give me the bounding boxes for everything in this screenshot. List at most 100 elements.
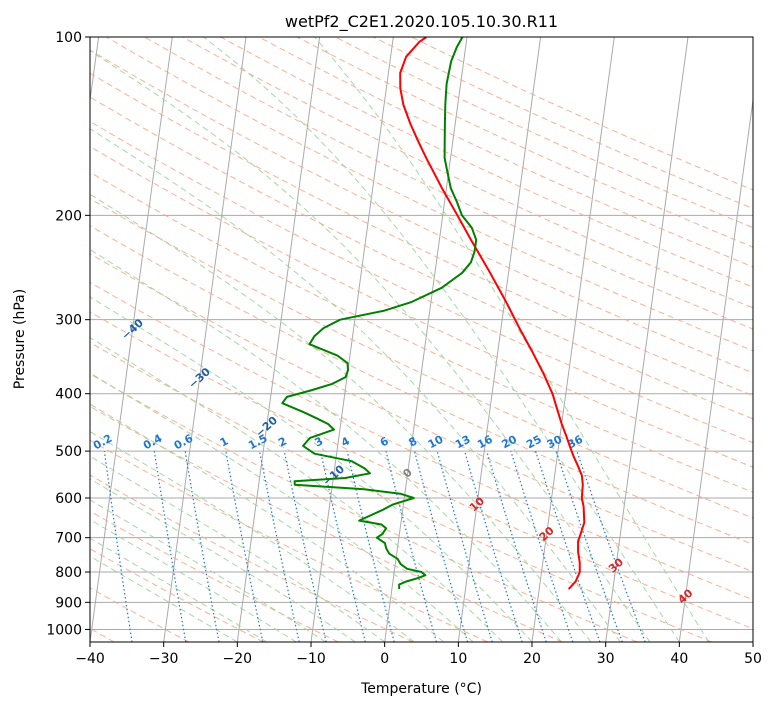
x-axis-ticks: −40 −30 −20 −10 0 10 20 30 40 50 <box>75 642 762 667</box>
y-tick-label: 1000 <box>46 622 82 638</box>
mixing-ratio-line <box>486 450 547 642</box>
isotherm-line <box>163 37 247 642</box>
mixing-ratio-line <box>225 450 264 642</box>
x-tick-label: −10 <box>296 651 326 667</box>
y-tick-label: 100 <box>55 30 82 46</box>
x-tick-label: 50 <box>744 651 762 667</box>
y-tick-label: 800 <box>55 565 82 581</box>
mixing-ratio-lines <box>103 450 646 642</box>
dry-adiabat-lines <box>90 37 753 642</box>
dry-adiabat-label: −50 <box>52 267 79 293</box>
mixing-ratio-line <box>385 450 437 642</box>
x-tick-label: 10 <box>449 651 467 667</box>
dry-adiabat-line <box>258 37 753 268</box>
moist-adiabat-line <box>90 455 385 642</box>
dry-adiabat-line <box>182 37 753 309</box>
mixing-ratio-line <box>535 450 601 642</box>
moist-adiabat-line <box>90 537 268 642</box>
dry-adiabat-line <box>90 145 753 468</box>
dry-adiabat-line <box>90 171 753 493</box>
mixing-ratio-labels: 0.1 0.2 0.4 0.6 1 1.5 2 3 4 6 8 10 13 16 20 25 30 36 <box>91 432 585 453</box>
mixing-ratio-line <box>510 450 574 642</box>
isotherm-line <box>90 37 173 642</box>
y-tick-label: 700 <box>55 531 82 547</box>
dry-adiabat-line <box>90 281 753 601</box>
dry-adiabat-line <box>90 120 753 444</box>
moist-adiabat-lines <box>90 37 710 642</box>
dry-adiabat-line <box>90 96 753 420</box>
mixing-ratio-label: 2 <box>276 434 289 449</box>
x-tick-label: −20 <box>223 651 253 667</box>
mixing-ratio-label: 4 <box>339 434 352 449</box>
mixing-ratio-line <box>576 450 646 642</box>
moist-adiabat-line <box>90 372 474 642</box>
mixing-ratio-label: 16 <box>475 433 495 452</box>
mixing-ratio-label: 20 <box>499 433 519 452</box>
dry-adiabat-line <box>90 253 753 573</box>
isobar-grid <box>90 37 753 630</box>
mixing-ratio-line <box>283 450 327 642</box>
y-tick-label: 200 <box>55 208 82 224</box>
moist-adiabat-line <box>90 403 444 642</box>
mixing-ratio-line <box>153 451 187 642</box>
dry-adiabat-label: 0 <box>400 466 415 481</box>
mixing-ratio-line <box>258 450 300 642</box>
moist-adiabat-line <box>90 555 238 642</box>
x-tick-label: 0 <box>380 651 389 667</box>
isotherm-line <box>384 37 468 642</box>
mixing-ratio-line <box>464 450 523 642</box>
moist-adiabat-line <box>90 518 297 642</box>
y-tick-label: 300 <box>55 313 82 329</box>
mixing-ratio-line <box>346 450 395 642</box>
dry-adiabat-label: 10 <box>467 494 487 514</box>
x-tick-label: 40 <box>670 651 688 667</box>
moist-adiabat-line <box>90 249 562 642</box>
moist-adiabat-line <box>90 128 621 642</box>
mixing-ratio-label: 13 <box>453 433 473 452</box>
dry-adiabat-line <box>373 37 753 210</box>
mixing-ratio-line <box>436 450 493 642</box>
y-tick-label: 400 <box>55 387 82 403</box>
mixing-ratio-line <box>555 450 623 642</box>
moist-adiabat-line <box>90 499 326 642</box>
mixing-ratio-line <box>413 450 469 642</box>
moist-adiabat-line <box>90 50 651 642</box>
dry-adiabat-line <box>90 49 753 374</box>
dry-adiabat-line <box>90 548 264 642</box>
dry-adiabat-line <box>144 37 753 330</box>
dry-adiabat-line <box>90 225 753 546</box>
y-tick-label: 500 <box>55 444 82 460</box>
dry-adiabat-label: 40 <box>675 586 695 606</box>
x-tick-label: −30 <box>149 651 179 667</box>
y-axis-label: Pressure (hPa) <box>12 289 28 389</box>
moist-adiabat-line <box>90 193 592 642</box>
mixing-ratio-label: 25 <box>524 433 544 452</box>
dewpoint-profile-line <box>281 37 478 590</box>
isotherm-line <box>457 37 542 642</box>
dry-adiabat-line <box>296 37 753 248</box>
profile-series <box>281 37 586 590</box>
isotherm-line <box>90 37 100 104</box>
dry-adiabat-line <box>334 37 753 229</box>
mixing-ratio-label: 6 <box>378 434 391 449</box>
plot-area: −100−90−80−70−60−50−40−30−20−10010203040… <box>0 37 753 642</box>
isotherm-line <box>752 638 753 642</box>
dry-adiabat-line <box>90 373 638 642</box>
x-tick-label: −40 <box>75 651 105 667</box>
mixing-ratio-line <box>103 451 133 642</box>
dry-adiabat-line <box>90 510 339 642</box>
dry-adiabat-label: −60 <box>0 219 12 245</box>
x-axis-label: Temperature (°C) <box>360 681 482 697</box>
dry-adiabat-line <box>90 198 753 519</box>
temperature-profile-line <box>399 37 586 590</box>
x-tick-label: 30 <box>597 651 615 667</box>
isotherm-line <box>236 37 321 642</box>
isotherm-line <box>605 37 689 642</box>
isotherm-line <box>531 37 615 642</box>
dry-adiabat-line <box>90 72 753 397</box>
mixing-ratio-label: 30 <box>545 433 565 452</box>
dry-adiabat-line <box>106 37 753 352</box>
moist-adiabat-line <box>314 37 710 642</box>
